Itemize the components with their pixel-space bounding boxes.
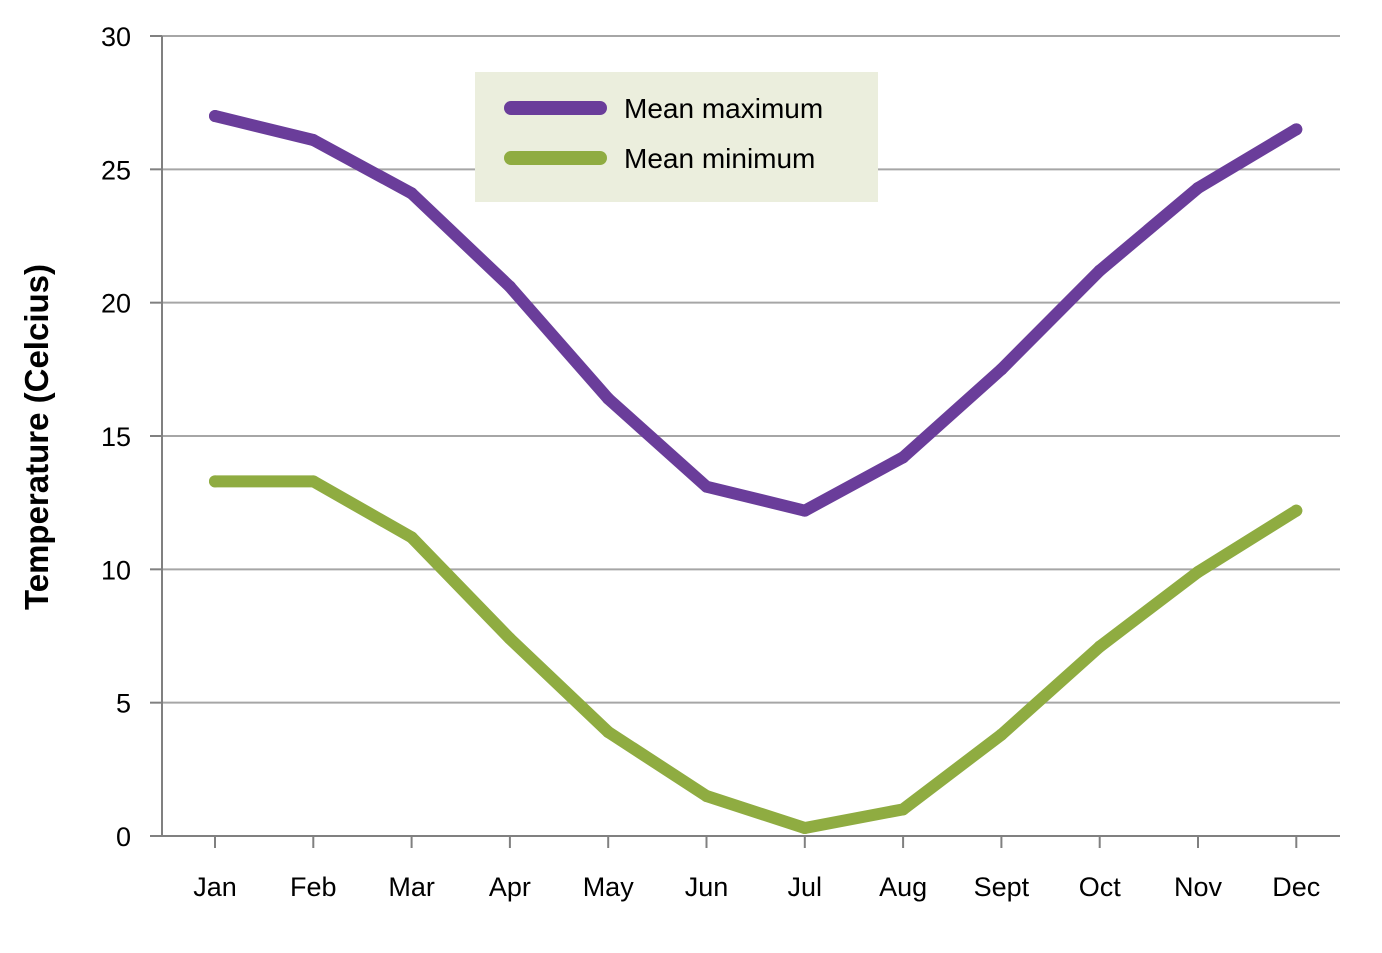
data-point-mean-minimum-sept (995, 728, 1008, 741)
data-point-mean-minimum-jul (798, 822, 811, 834)
x-tick-label-may: May (583, 872, 635, 902)
x-tick-label-sept: Sept (974, 872, 1030, 902)
y-axis-title: Temperature (Celcius) (18, 264, 55, 610)
data-point-mean-minimum-feb (307, 475, 320, 488)
axes: 0 5 10 15 20 25 30 Jan Feb Mar Apr May Jun Jul Aug Sept… (101, 22, 1340, 902)
series-lines (209, 110, 1303, 834)
data-point-mean-maximum-may (602, 392, 615, 405)
data-point-mean-minimum-apr (503, 632, 516, 645)
x-tick-label-nov: Nov (1174, 872, 1223, 902)
series-line-mean-maximum (209, 110, 1303, 517)
y-tick-label-5: 5 (116, 689, 131, 719)
data-point-mean-minimum-jan (209, 475, 221, 488)
data-point-mean-minimum-may (602, 726, 615, 738)
x-tick-label-jul: Jul (788, 872, 823, 902)
data-point-mean-maximum-nov (1192, 182, 1204, 194)
data-point-mean-minimum-dec (1290, 504, 1303, 517)
data-point-mean-maximum-jul (798, 504, 811, 517)
data-point-mean-maximum-apr (503, 280, 516, 293)
x-tick-label-oct: Oct (1079, 872, 1122, 902)
data-point-mean-minimum-nov (1192, 566, 1204, 578)
x-tick-label-jun: Jun (685, 872, 729, 902)
data-point-mean-maximum-jun (700, 480, 713, 493)
y-tick-label-10: 10 (101, 555, 131, 585)
y-tick-label-0: 0 (116, 822, 131, 852)
data-point-mean-maximum-feb (307, 134, 320, 146)
x-tick-label-mar: Mar (388, 872, 435, 902)
x-tick-label-jan: Jan (193, 872, 237, 902)
legend-label-mean-minimum: Mean minimum (624, 143, 815, 174)
y-tick-label-25: 25 (101, 155, 131, 185)
legend: Mean maximum Mean minimum (475, 72, 878, 202)
legend-background (475, 72, 878, 202)
data-point-mean-maximum-aug (897, 451, 910, 464)
y-tick-label-15: 15 (101, 422, 131, 452)
data-point-mean-maximum-dec (1290, 123, 1303, 136)
data-point-mean-minimum-mar (405, 531, 418, 544)
data-point-mean-maximum-jan (209, 110, 221, 122)
series-line-mean-minimum (209, 475, 1303, 834)
data-point-mean-maximum-sept (995, 363, 1008, 376)
data-point-mean-maximum-oct (1093, 264, 1106, 277)
x-tick-label-apr: Apr (489, 872, 531, 902)
gridlines (162, 35, 1340, 704)
x-tick-label-feb: Feb (290, 872, 337, 902)
x-tick-label-dec: Dec (1272, 872, 1320, 902)
data-point-mean-minimum-jun (700, 790, 713, 802)
data-point-mean-maximum-mar (405, 187, 418, 200)
data-point-mean-minimum-oct (1093, 640, 1106, 653)
y-tick-label-30: 30 (101, 22, 131, 52)
legend-label-mean-maximum: Mean maximum (624, 93, 823, 124)
data-point-mean-minimum-aug (897, 803, 910, 816)
y-tick-label-20: 20 (101, 289, 131, 319)
x-tick-label-aug: Aug (879, 872, 927, 902)
